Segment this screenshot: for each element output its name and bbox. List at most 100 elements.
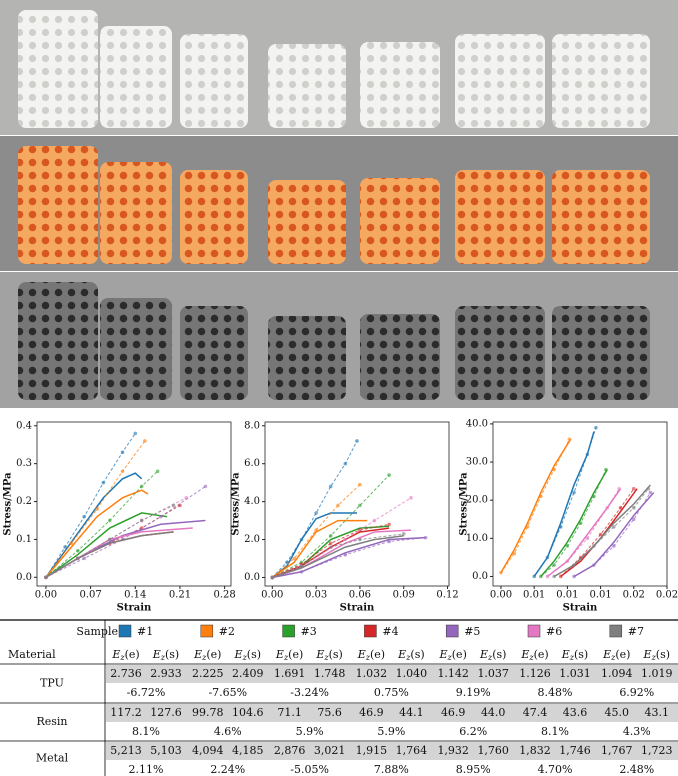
sample-block (360, 314, 440, 400)
x-tick-label: 0.28 (213, 590, 235, 601)
data-point (120, 450, 125, 455)
modulus-value: 44.0 (481, 706, 506, 719)
modulus-value: 1,764 (396, 744, 428, 757)
x-tick-label: 0.21 (169, 590, 191, 601)
error-value: 5.9% (296, 725, 324, 738)
data-point (355, 439, 359, 443)
subheader: Ez(e) (111, 648, 139, 662)
data-point (594, 425, 598, 430)
subscript: z (651, 653, 657, 662)
modulus-value: 104.6 (232, 706, 264, 719)
data-point (648, 490, 653, 495)
data-point (107, 537, 112, 542)
suffix: (s) (656, 648, 670, 661)
data-point (343, 537, 348, 542)
symbol: E (275, 648, 284, 661)
plot-frame (264, 421, 450, 587)
y-tick-label: 0.3 (16, 458, 32, 469)
subscript: z (365, 653, 371, 662)
sample-block (18, 282, 98, 400)
subscript: z (283, 653, 289, 662)
sample-block (268, 44, 346, 128)
data-point (631, 486, 636, 491)
subscript: z (160, 653, 166, 662)
subheader: Ez(s) (315, 648, 342, 662)
error-value: 2.24% (210, 763, 245, 776)
modulus-value: 5,213 (110, 744, 142, 757)
data-point (631, 517, 636, 522)
modulus-value: 5,103 (150, 744, 182, 757)
simulation-line (573, 492, 655, 578)
suffix: (s) (410, 648, 424, 661)
symbol: E (193, 648, 202, 661)
sample-block (100, 26, 172, 128)
data-point (82, 556, 87, 561)
error-value: 4.70% (538, 763, 573, 776)
experiment-line (573, 492, 651, 577)
error-value: 2.11% (129, 763, 164, 776)
subscript: z (323, 653, 329, 662)
data-point (143, 439, 147, 443)
modulus-value: 1.019 (641, 667, 673, 680)
suffix: (e) (615, 648, 630, 661)
simulation-line (540, 469, 608, 577)
modulus-value: 1.032 (356, 667, 388, 680)
symbol: E (315, 648, 324, 661)
sample-block (18, 146, 98, 264)
suffix: (s) (165, 648, 179, 661)
y-tick-label: 0.4 (16, 420, 32, 431)
data-point (372, 518, 377, 523)
experiment-line (500, 438, 570, 573)
simulation-line (547, 488, 622, 578)
x-tick-label: 0.00 (261, 590, 283, 601)
modulus-value: 2.225 (192, 667, 224, 680)
data-point (336, 503, 340, 508)
modulus-value: 43.6 (563, 706, 588, 719)
data-point (612, 525, 616, 529)
subscript: z (201, 653, 207, 662)
data-point (423, 535, 428, 540)
y-tick-label: 0.2 (16, 496, 32, 507)
simulation-line (553, 484, 651, 578)
sample-swatch (282, 624, 295, 638)
y-tick-label: 10.0 (466, 533, 488, 544)
subheader: Ez(s) (561, 648, 588, 662)
suffix: (e) (125, 648, 140, 661)
sample-block (455, 170, 545, 264)
suffix: (e) (370, 648, 385, 661)
sample-label: #3 (301, 625, 317, 638)
sample-block (552, 170, 650, 264)
sample-block (268, 316, 346, 400)
modulus-value: 1,723 (641, 744, 673, 757)
x-tick-label: 0.03 (305, 590, 327, 601)
symbol: E (111, 648, 120, 661)
simulation-line (272, 536, 426, 579)
symbol: E (397, 648, 406, 661)
data-point (358, 537, 362, 542)
data-point (63, 545, 67, 549)
subheader: Ez(s) (152, 648, 179, 662)
error-value: -6.72% (127, 686, 166, 699)
data-point (82, 514, 87, 519)
x-tick-label: 0.02 (656, 590, 678, 601)
error-value: 0.75% (374, 686, 409, 699)
sample-swatch (527, 624, 541, 638)
y-tick-label: 4.0 (244, 496, 260, 507)
data-point (328, 533, 333, 538)
symbol: E (520, 648, 529, 661)
subheader: Ez(s) (234, 648, 261, 662)
symbol: E (602, 648, 611, 661)
data-point (409, 496, 413, 500)
y-tick-label: 2.0 (244, 534, 260, 545)
experiment-line (45, 433, 136, 578)
data-point (618, 506, 623, 510)
x-axis-label: Strain (117, 603, 152, 614)
data-point (69, 541, 74, 546)
data-point (358, 503, 362, 508)
data-point (184, 495, 189, 500)
error-value: 4.6% (214, 725, 242, 738)
subscript: z (119, 653, 125, 662)
simulation-line (45, 489, 149, 578)
simulation-line (45, 531, 174, 578)
subscript: z (447, 653, 453, 662)
